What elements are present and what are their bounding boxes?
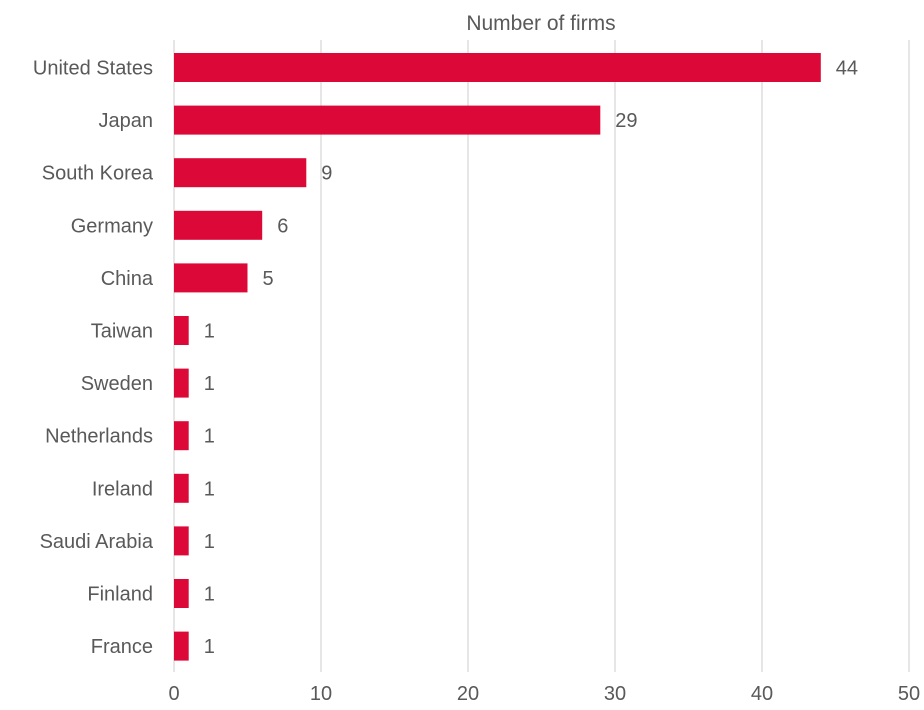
data-label: 1 — [204, 426, 215, 448]
bar — [174, 158, 307, 188]
bar — [174, 316, 189, 345]
category-label: United States — [33, 58, 153, 80]
category-label: China — [101, 268, 154, 290]
x-tick-label: 30 — [604, 683, 626, 705]
data-label: 29 — [615, 110, 637, 132]
data-label: 5 — [263, 268, 274, 290]
data-label: 9 — [321, 163, 332, 185]
category-labels: United States Japan South Korea Germany Chin… — [33, 58, 154, 659]
category-label: Ireland — [92, 478, 153, 500]
data-label: 1 — [204, 584, 215, 606]
data-label: 6 — [277, 215, 288, 237]
bar — [174, 421, 189, 451]
gridlines — [173, 40, 910, 672]
category-label: Germany — [71, 215, 153, 237]
data-label: 1 — [204, 531, 215, 553]
category-label: France — [91, 636, 153, 658]
x-tick-label: 50 — [898, 683, 920, 705]
data-label: 44 — [836, 58, 858, 80]
bar — [174, 579, 189, 608]
chart-title: Number of firms — [466, 12, 615, 35]
bar — [174, 631, 189, 661]
bars — [174, 53, 821, 661]
category-label: Sweden — [81, 373, 153, 395]
category-label: Finland — [87, 584, 153, 606]
x-tick-label: 0 — [168, 683, 179, 705]
bar — [174, 105, 601, 135]
bar — [174, 526, 189, 556]
category-label: South Korea — [42, 163, 154, 185]
x-tick-label: 20 — [457, 683, 479, 705]
bar — [174, 473, 189, 503]
x-axis-ticks: 0 10 20 30 40 50 — [168, 683, 920, 705]
data-label: 1 — [204, 373, 215, 395]
x-tick-label: 10 — [310, 683, 332, 705]
data-label: 1 — [204, 636, 215, 658]
data-labels: 44 29 9 6 5 1 1 1 1 1 1 1 — [204, 58, 858, 659]
category-label: Netherlands — [45, 426, 153, 448]
bar — [174, 210, 263, 240]
category-label: Saudi Arabia — [40, 531, 154, 553]
category-label: Japan — [99, 110, 154, 132]
bar — [174, 368, 189, 398]
data-label: 1 — [204, 478, 215, 500]
x-tick-label: 40 — [751, 683, 773, 705]
bar — [174, 53, 821, 82]
bar — [174, 263, 248, 293]
data-label: 1 — [204, 321, 215, 343]
category-label: Taiwan — [91, 321, 153, 343]
